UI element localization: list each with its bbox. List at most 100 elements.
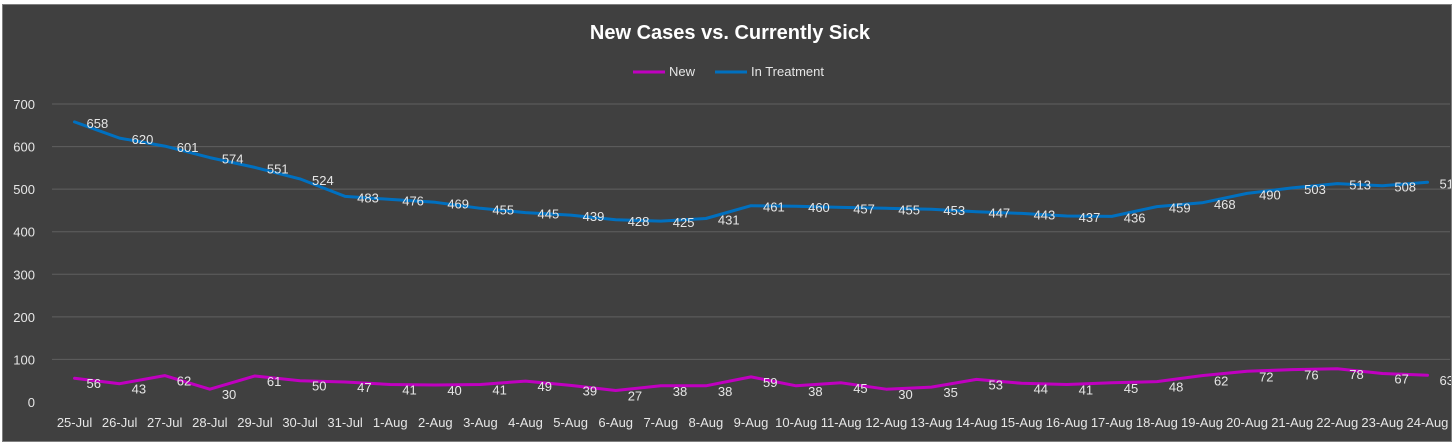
line-chart: New Cases vs. Currently Sick New In Trea… — [13, 22, 1451, 430]
x-tick-label-7-Aug: 7-Aug — [643, 415, 678, 430]
chart-title: New Cases vs. Currently Sick — [590, 22, 871, 44]
series-line-in-treatment — [73, 120, 1429, 223]
data-label-new: 78 — [1349, 367, 1363, 382]
x-tick-label-11-Aug: 11-Aug — [821, 415, 862, 430]
data-label-in-treatment: 459 — [1169, 201, 1191, 216]
x-tick-label-10-Aug: 10-Aug — [775, 415, 817, 430]
x-tick-label-1-Aug: 1-Aug — [373, 415, 408, 430]
data-label-new: 53 — [988, 377, 1002, 392]
y-tick-label-0: 0 — [28, 395, 35, 410]
data-label-new: 44 — [1034, 381, 1048, 396]
data-label-new: 38 — [808, 384, 822, 399]
x-tick-label-17-Aug: 17-Aug — [1091, 415, 1133, 430]
data-label-in-treatment: 490 — [1259, 187, 1281, 202]
data-label-new: 62 — [177, 374, 191, 389]
data-label-new: 49 — [538, 379, 552, 394]
data-label-new: 41 — [492, 383, 506, 398]
y-tick-label-500: 500 — [13, 182, 35, 197]
x-tick-label-30-Jul: 30-Jul — [282, 415, 318, 430]
data-label-new: 38 — [718, 384, 732, 399]
data-label-in-treatment: 428 — [628, 214, 650, 229]
legend-entry-new: New — [633, 64, 696, 79]
x-tick-label-5-Aug: 5-Aug — [553, 415, 588, 430]
data-label-new: 61 — [267, 374, 281, 389]
x-tick-label-28-Jul: 28-Jul — [192, 415, 228, 430]
data-label-in-treatment: 445 — [538, 207, 560, 222]
chart-area: New Cases vs. Currently Sick New In Trea… — [2, 4, 1452, 442]
x-tick-label-8-Aug: 8-Aug — [689, 415, 724, 430]
data-label-in-treatment: 457 — [853, 201, 875, 216]
data-label-in-treatment: 447 — [988, 206, 1010, 221]
legend: New In Treatment — [633, 64, 824, 79]
data-label-new: 43 — [132, 382, 146, 397]
y-tick-label-200: 200 — [13, 310, 35, 325]
data-label-in-treatment: 437 — [1079, 210, 1101, 225]
data-label-in-treatment: 469 — [447, 196, 469, 211]
data-label-in-treatment: 658 — [87, 116, 109, 131]
data-label-new: 56 — [87, 376, 101, 391]
y-axis: 0 100 200 300 400 500 600 700 — [13, 97, 35, 410]
data-label-in-treatment: 503 — [1304, 182, 1326, 197]
x-tick-label-22-Aug: 22-Aug — [1316, 415, 1358, 430]
data-label-in-treatment: 513 — [1349, 178, 1371, 193]
x-tick-label-25-Jul: 25-Jul — [57, 415, 93, 430]
legend-label-new: New — [669, 64, 696, 79]
data-label-in-treatment: 455 — [898, 202, 920, 217]
data-label-in-treatment: 453 — [943, 203, 965, 218]
x-tick-label-26-Jul: 26-Jul — [102, 415, 138, 430]
gridlines — [52, 103, 1450, 360]
data-labels: 56 43 62 30 61 50 47 41 40 41 49 39 27 38 38 59 38 45 30 35… — [87, 116, 1451, 404]
series-lines — [73, 120, 1429, 392]
data-label-in-treatment: 516 — [1439, 176, 1451, 191]
data-label-new: 27 — [628, 389, 642, 404]
data-label-in-treatment: 431 — [718, 213, 740, 228]
data-label-new: 39 — [583, 383, 597, 398]
series-line-new — [73, 367, 1429, 392]
x-tick-label-14-Aug: 14-Aug — [956, 415, 998, 430]
x-tick-label-19-Aug: 19-Aug — [1181, 415, 1223, 430]
x-tick-label-2-Aug: 2-Aug — [418, 415, 453, 430]
data-label-new: 63 — [1439, 373, 1451, 388]
data-label-in-treatment: 443 — [1034, 207, 1056, 222]
data-label-new: 45 — [1124, 381, 1138, 396]
x-tick-label-23-Aug: 23-Aug — [1361, 415, 1403, 430]
x-tick-label-12-Aug: 12-Aug — [865, 415, 907, 430]
data-label-in-treatment: 476 — [402, 193, 424, 208]
data-label-new: 30 — [222, 387, 236, 402]
legend-entry-in-treatment: In Treatment — [715, 64, 824, 79]
x-tick-label-29-Jul: 29-Jul — [237, 415, 273, 430]
data-label-new: 47 — [357, 380, 371, 395]
x-tick-label-13-Aug: 13-Aug — [910, 415, 952, 430]
data-label-new: 50 — [312, 379, 326, 394]
data-label-in-treatment: 508 — [1394, 180, 1416, 195]
x-tick-label-31-Jul: 31-Jul — [327, 415, 363, 430]
x-tick-label-3-Aug: 3-Aug — [463, 415, 498, 430]
x-tick-label-20-Aug: 20-Aug — [1226, 415, 1268, 430]
x-axis: 25-Jul 26-Jul 27-Jul 28-Jul 29-Jul 30-Jul 31-J… — [57, 415, 1449, 430]
data-label-in-treatment: 601 — [177, 140, 199, 155]
data-label-in-treatment: 439 — [583, 209, 605, 224]
data-label-new: 62 — [1214, 374, 1228, 389]
y-tick-label-100: 100 — [13, 352, 35, 367]
data-label-new: 45 — [853, 381, 867, 396]
data-label-new: 40 — [447, 383, 461, 398]
x-tick-label-15-Aug: 15-Aug — [1001, 415, 1043, 430]
y-tick-label-300: 300 — [13, 267, 35, 282]
data-label-new: 72 — [1259, 369, 1273, 384]
x-tick-label-27-Jul: 27-Jul — [147, 415, 183, 430]
data-label-new: 41 — [402, 383, 416, 398]
x-tick-label-9-Aug: 9-Aug — [734, 415, 769, 430]
data-label-in-treatment: 468 — [1214, 197, 1236, 212]
x-tick-label-16-Aug: 16-Aug — [1046, 415, 1088, 430]
data-label-in-treatment: 620 — [132, 132, 154, 147]
x-tick-label-4-Aug: 4-Aug — [508, 415, 543, 430]
data-label-in-treatment: 461 — [763, 200, 785, 215]
x-tick-label-18-Aug: 18-Aug — [1136, 415, 1178, 430]
data-label-in-treatment: 574 — [222, 152, 244, 167]
data-label-new: 35 — [943, 385, 957, 400]
x-tick-label-6-Aug: 6-Aug — [598, 415, 633, 430]
legend-label-in-treatment: In Treatment — [751, 64, 824, 79]
data-label-in-treatment: 455 — [492, 202, 514, 217]
x-tick-label-21-Aug: 21-Aug — [1271, 415, 1313, 430]
data-label-new: 48 — [1169, 380, 1183, 395]
